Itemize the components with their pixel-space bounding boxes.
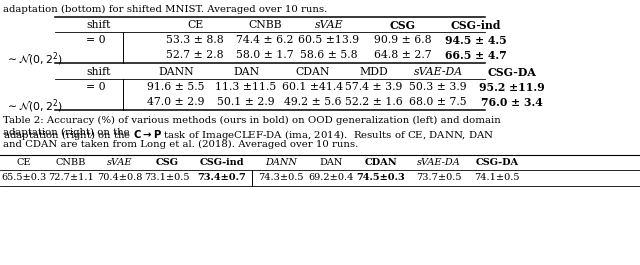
Text: 50.1 ± 2.9: 50.1 ± 2.9 (217, 97, 275, 107)
Text: CSG: CSG (156, 158, 179, 167)
Text: DAN: DAN (319, 158, 342, 167)
Text: DAN: DAN (233, 67, 259, 77)
Text: = 0: = 0 (86, 82, 106, 92)
Text: 94.5 ± 4.5: 94.5 ± 4.5 (445, 35, 507, 46)
Text: 49.2 ± 5.6: 49.2 ± 5.6 (284, 97, 342, 107)
Text: CE: CE (187, 20, 203, 30)
Text: $\sim\mathcal{N}(0,2^2)$: $\sim\mathcal{N}(0,2^2)$ (5, 97, 63, 114)
Text: 69.2±0.4: 69.2±0.4 (308, 173, 354, 182)
Text: 73.7±0.5: 73.7±0.5 (416, 173, 461, 182)
Text: sVAE: sVAE (315, 20, 343, 30)
Text: 64.8 ± 2.7: 64.8 ± 2.7 (374, 50, 432, 60)
Text: 74.4 ± 6.2: 74.4 ± 6.2 (236, 35, 294, 45)
Text: CE: CE (17, 158, 31, 167)
Text: 72.7±1.1: 72.7±1.1 (48, 173, 94, 182)
Text: CDAN: CDAN (365, 158, 397, 167)
Text: $\sim\mathcal{N}(0,2^2)$: $\sim\mathcal{N}(0,2^2)$ (5, 50, 63, 68)
Text: 66.5 ± 4.7: 66.5 ± 4.7 (445, 50, 507, 61)
Text: 76.0 ± 3.4: 76.0 ± 3.4 (481, 97, 543, 108)
Text: CSG-ind: CSG-ind (451, 20, 501, 31)
Text: sVAE: sVAE (108, 158, 132, 167)
Text: 65.5±0.3: 65.5±0.3 (1, 173, 47, 182)
Text: adaptation (bottom) for shifted MNIST. Averaged over 10 runs.: adaptation (bottom) for shifted MNIST. A… (3, 5, 328, 14)
Text: 47.0 ± 2.9: 47.0 ± 2.9 (147, 97, 205, 107)
Text: 52.7 ± 2.8: 52.7 ± 2.8 (166, 50, 224, 60)
Text: 73.1±0.5: 73.1±0.5 (144, 173, 189, 182)
Text: 58.6 ± 5.8: 58.6 ± 5.8 (300, 50, 358, 60)
Text: sVAE-DA: sVAE-DA (413, 67, 463, 77)
Text: 90.9 ± 6.8: 90.9 ± 6.8 (374, 35, 432, 45)
Text: 52.2 ± 1.6: 52.2 ± 1.6 (345, 97, 403, 107)
Text: 73.4±0.7: 73.4±0.7 (198, 173, 246, 182)
Text: CSG-DA: CSG-DA (476, 158, 518, 167)
Text: DANN: DANN (158, 67, 194, 77)
Text: 70.4±0.8: 70.4±0.8 (97, 173, 143, 182)
Text: CDAN: CDAN (296, 67, 330, 77)
Text: sVAE-DA: sVAE-DA (417, 158, 461, 167)
Text: 74.1±0.5: 74.1±0.5 (474, 173, 520, 182)
Text: 91.6 ± 5.5: 91.6 ± 5.5 (147, 82, 205, 92)
Text: 53.3 ± 8.8: 53.3 ± 8.8 (166, 35, 224, 45)
Text: CSG-ind: CSG-ind (200, 158, 244, 167)
Text: MDD: MDD (360, 67, 388, 77)
Text: = 0: = 0 (86, 35, 106, 45)
Text: CSG-DA: CSG-DA (488, 67, 536, 78)
Text: DANN: DANN (265, 158, 297, 167)
Text: CSG: CSG (390, 20, 416, 31)
Text: adaptation (right) on the $\mathbf{C{\rightarrow}P}$ task of ImageCLEF-DA (ima, : adaptation (right) on the $\mathbf{C{\ri… (3, 128, 494, 142)
Text: 60.1 ±41.4: 60.1 ±41.4 (282, 82, 344, 92)
Text: 50.3 ± 3.9: 50.3 ± 3.9 (409, 82, 467, 92)
Text: 60.5 ±13.9: 60.5 ±13.9 (298, 35, 360, 45)
Text: CNBB: CNBB (56, 158, 86, 167)
Text: 58.0 ± 1.7: 58.0 ± 1.7 (236, 50, 294, 60)
Text: 74.5±0.3: 74.5±0.3 (356, 173, 405, 182)
Text: Table 2: Accuracy (%) of various methods (ours in bold) on OOD generalization (l: Table 2: Accuracy (%) of various methods… (3, 116, 500, 125)
Text: 74.3±0.5: 74.3±0.5 (259, 173, 304, 182)
Text: 68.0 ± 7.5: 68.0 ± 7.5 (409, 97, 467, 107)
Text: shift: shift (86, 67, 110, 77)
Text: 95.2 ±11.9: 95.2 ±11.9 (479, 82, 545, 93)
Text: shift: shift (86, 20, 110, 30)
Text: adaptation (right) on the: adaptation (right) on the (3, 128, 133, 137)
Text: CNBB: CNBB (248, 20, 282, 30)
Text: 57.4 ± 3.9: 57.4 ± 3.9 (346, 82, 403, 92)
Text: 11.3 ±11.5: 11.3 ±11.5 (216, 82, 276, 92)
Text: and CDAN are taken from Long et al. (2018). Averaged over 10 runs.: and CDAN are taken from Long et al. (201… (3, 140, 358, 149)
